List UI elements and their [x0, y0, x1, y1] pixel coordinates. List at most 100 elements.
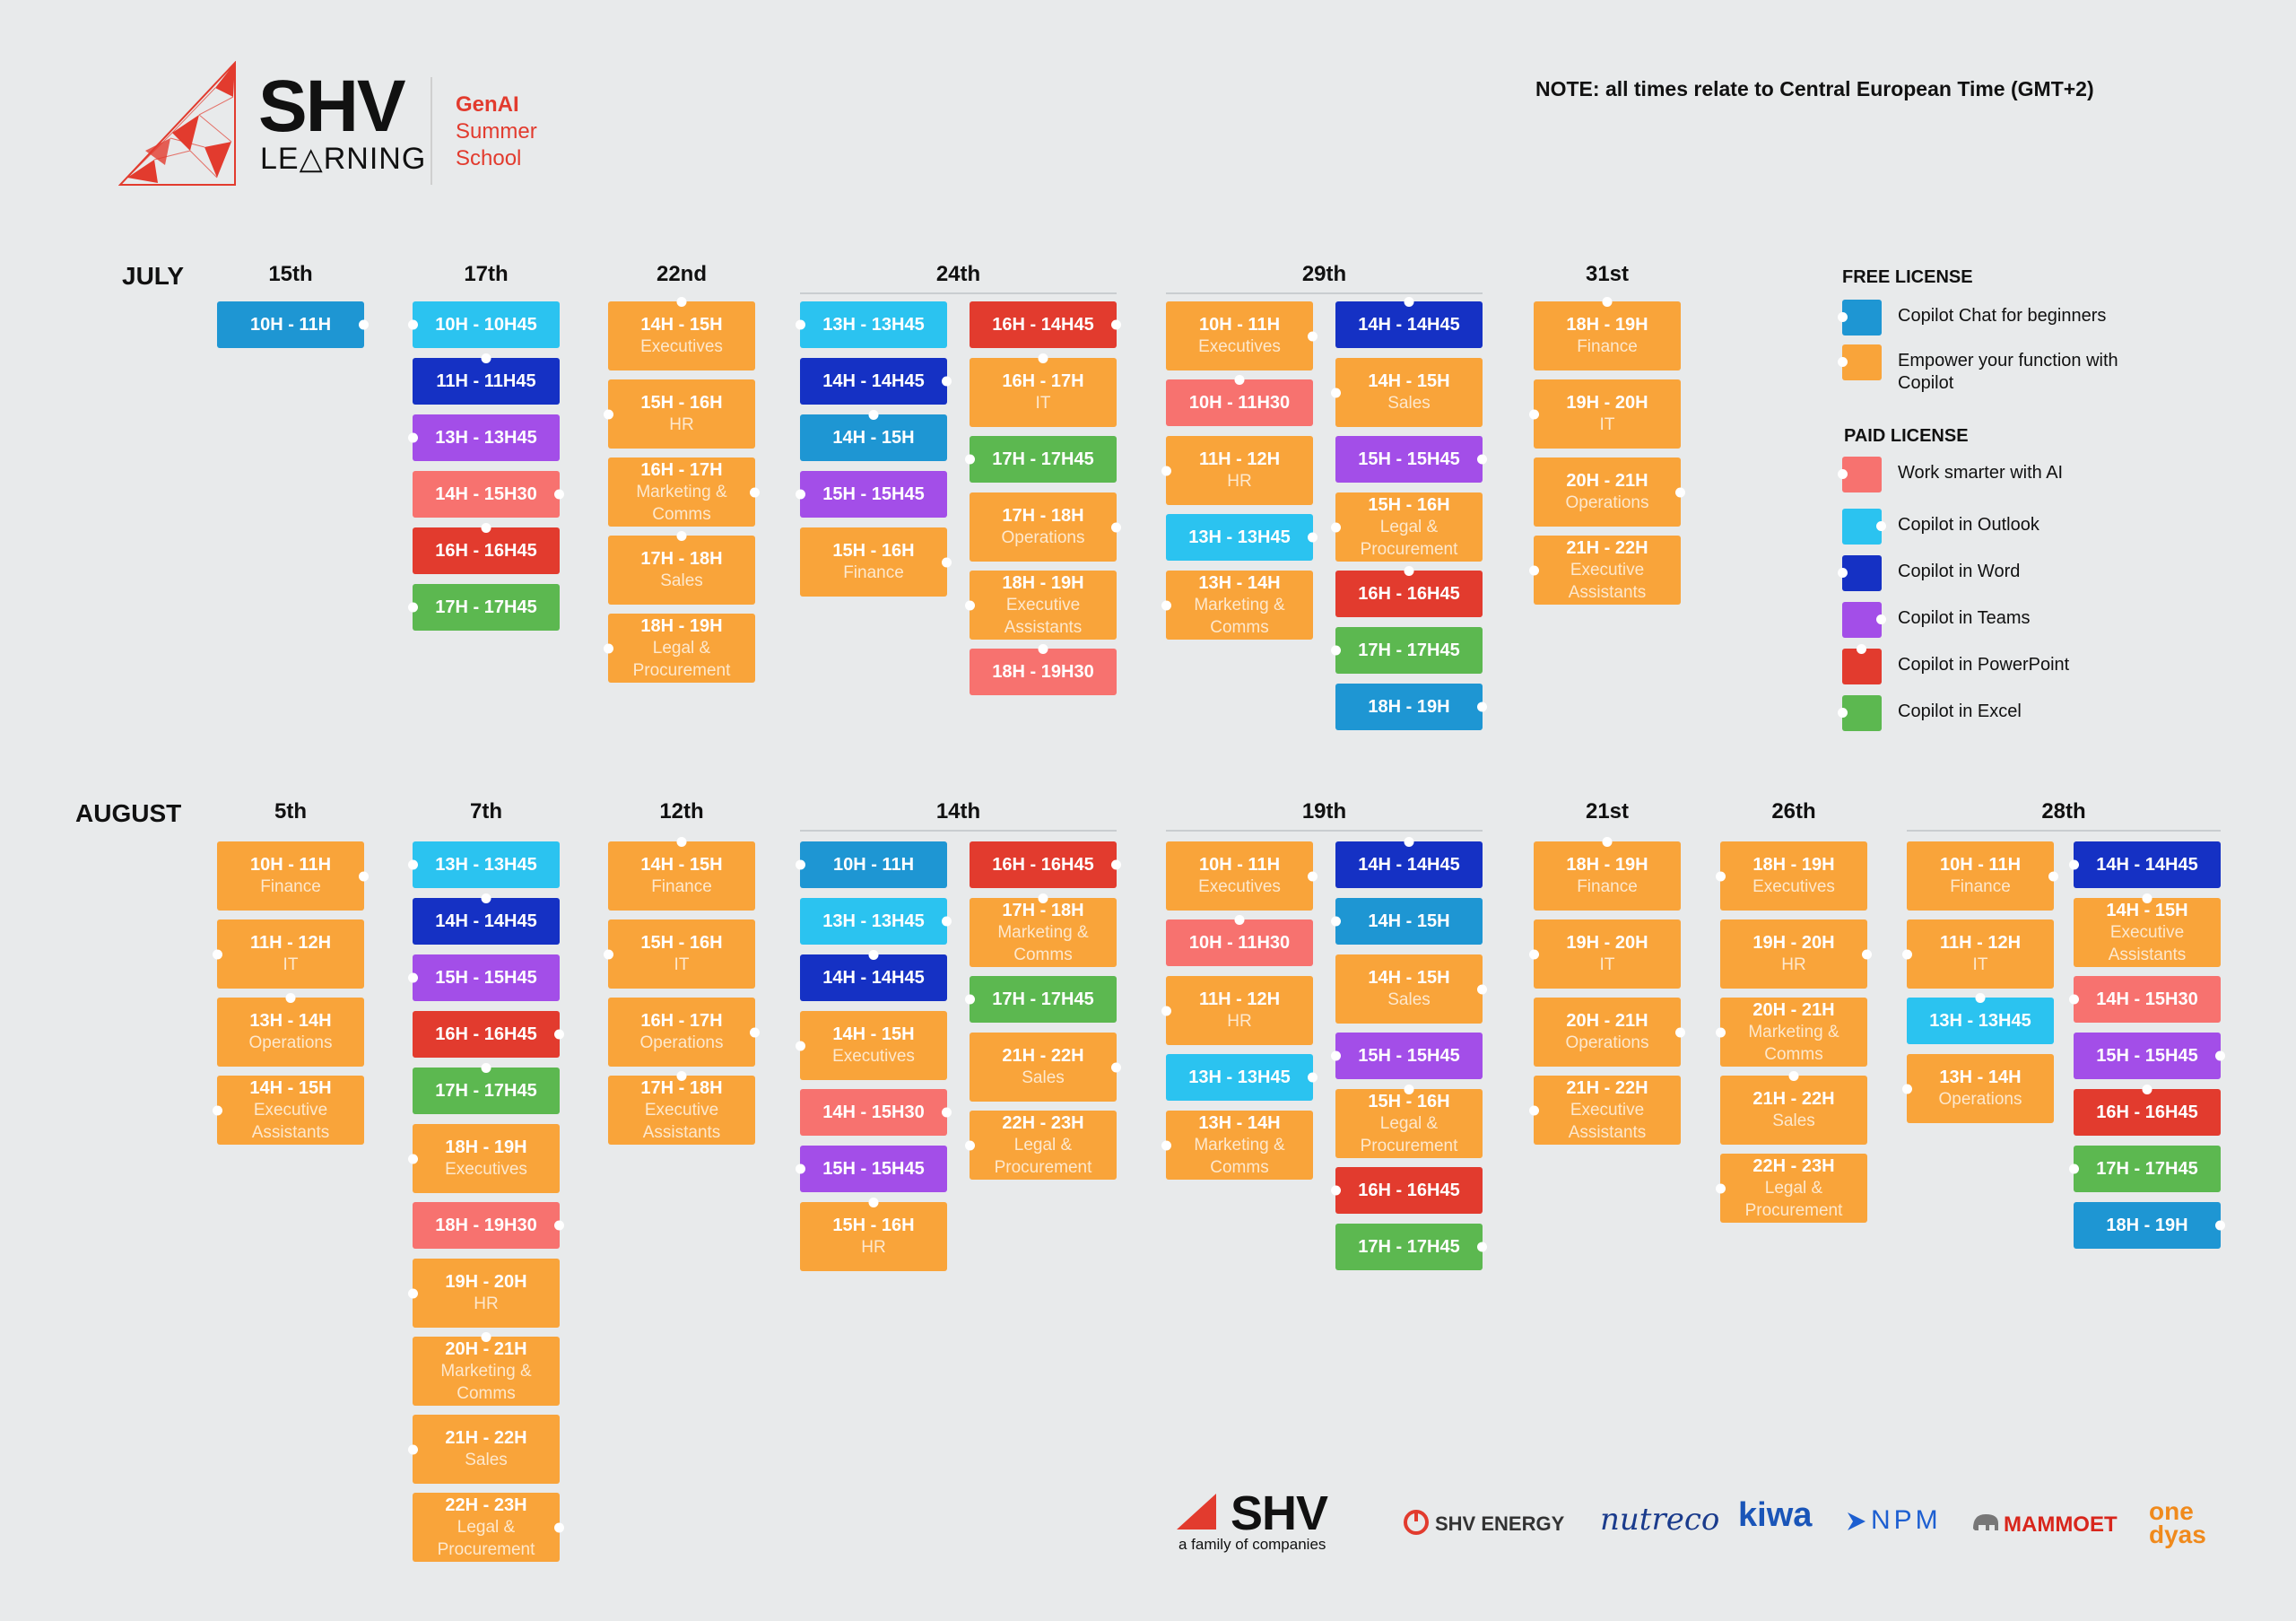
- session-card[interactable]: 14H - 15H Executives: [796, 1011, 947, 1080]
- session-card[interactable]: 21H - 22H Sales: [1720, 1071, 1867, 1145]
- session-card[interactable]: 17H - 17H45: [408, 584, 560, 631]
- session-card[interactable]: 14H - 15H: [800, 410, 947, 461]
- session-card[interactable]: 14H - 15H30: [2069, 976, 2221, 1023]
- session-card[interactable]: 14H - 14H45: [413, 893, 560, 945]
- session-card[interactable]: 11H - 12H IT: [1902, 919, 2054, 989]
- session-card[interactable]: 10H - 11H Executives: [1166, 841, 1318, 911]
- session-card[interactable]: 15H - 16H Legal & Procurement: [1335, 1085, 1483, 1158]
- session-card[interactable]: 16H - 16H45: [1335, 566, 1483, 617]
- session-card[interactable]: 15H - 16H HR: [800, 1198, 947, 1271]
- session-card[interactable]: 18H - 19H Finance: [1534, 837, 1681, 911]
- session-card[interactable]: 13H - 13H45: [796, 301, 947, 348]
- session-card[interactable]: 14H - 15H: [1331, 898, 1483, 945]
- session-card[interactable]: 15H - 16H IT: [604, 919, 755, 989]
- session-card[interactable]: 22H - 23H Legal & Procurement: [965, 1111, 1117, 1180]
- session-card[interactable]: 18H - 19H: [1335, 684, 1487, 730]
- session-card[interactable]: 15H - 15H45: [796, 471, 947, 518]
- session-card[interactable]: 14H - 14H45: [1335, 837, 1483, 888]
- session-card[interactable]: 14H - 15H Sales: [1335, 954, 1487, 1024]
- session-card[interactable]: 19H - 20H IT: [1529, 379, 1681, 449]
- session-card[interactable]: 18H - 19H30: [413, 1202, 564, 1249]
- session-card[interactable]: 16H - 16H45: [413, 523, 560, 574]
- session-card[interactable]: 14H - 15H Executive Assistants: [213, 1076, 364, 1145]
- session-card[interactable]: 19H - 20H IT: [1529, 919, 1681, 989]
- session-card[interactable]: 22H - 23H Legal & Procurement: [1716, 1154, 1867, 1223]
- session-card[interactable]: 15H - 15H45: [1331, 1033, 1483, 1079]
- session-card[interactable]: 17H - 17H45: [2069, 1146, 2221, 1192]
- session-card[interactable]: 13H - 14H Marketing & Comms: [1161, 1111, 1313, 1180]
- session-card[interactable]: 13H - 14H Operations: [1902, 1054, 2054, 1123]
- session-card[interactable]: 14H - 14H45: [2069, 841, 2221, 888]
- session-card[interactable]: 21H - 22H Sales: [970, 1033, 1121, 1102]
- session-card[interactable]: 17H - 18H Marketing & Comms: [970, 893, 1117, 967]
- session-card[interactable]: 21H - 22H Sales: [408, 1415, 560, 1484]
- session-card[interactable]: 10H - 11H30: [1166, 375, 1313, 426]
- session-card[interactable]: 17H - 17H45: [1331, 627, 1483, 674]
- session-card[interactable]: 17H - 18H Sales: [608, 531, 755, 605]
- session-card[interactable]: 16H - 14H45: [970, 301, 1121, 348]
- session-card[interactable]: 14H - 14H45: [800, 358, 952, 405]
- session-card[interactable]: 19H - 20H HR: [1720, 919, 1872, 989]
- session-card[interactable]: 10H - 11H Executives: [1166, 301, 1318, 370]
- session-card[interactable]: 15H - 16H HR: [604, 379, 755, 449]
- session-card[interactable]: 15H - 16H Finance: [800, 527, 952, 597]
- session-card[interactable]: 18H - 19H Finance: [1534, 297, 1681, 370]
- session-card[interactable]: 13H - 13H45: [1166, 1054, 1318, 1101]
- session-card[interactable]: 17H - 17H45: [1335, 1224, 1487, 1270]
- session-card[interactable]: 18H - 19H30: [970, 644, 1117, 695]
- session-card[interactable]: 13H - 13H45: [408, 841, 560, 888]
- session-card[interactable]: 15H - 15H45: [408, 954, 560, 1001]
- session-card[interactable]: 17H - 17H45: [965, 976, 1117, 1023]
- session-card[interactable]: 11H - 12H HR: [1161, 436, 1313, 505]
- session-card[interactable]: 14H - 15H Sales: [1331, 358, 1483, 427]
- session-card[interactable]: 20H - 21H Marketing & Comms: [1716, 998, 1867, 1067]
- session-card[interactable]: 15H - 15H45: [1335, 436, 1487, 483]
- session-card[interactable]: 10H - 10H45: [408, 301, 560, 348]
- session-card[interactable]: 10H - 11H: [217, 301, 369, 348]
- session-card[interactable]: 21H - 22H Executive Assistants: [1529, 1076, 1681, 1145]
- session-card[interactable]: 11H - 11H45: [413, 353, 560, 405]
- session-card[interactable]: 18H - 19H: [2074, 1202, 2225, 1249]
- session-card[interactable]: 14H - 14H45: [800, 950, 947, 1001]
- session-card[interactable]: 16H - 17H IT: [970, 353, 1117, 427]
- session-card[interactable]: 16H - 16H45: [413, 1011, 564, 1058]
- session-card[interactable]: 16H - 17H Marketing & Comms: [608, 458, 760, 527]
- session-card[interactable]: 13H - 13H45: [408, 414, 560, 461]
- session-card[interactable]: 11H - 12H HR: [1161, 976, 1313, 1045]
- session-card[interactable]: 13H - 13H45: [1166, 514, 1318, 561]
- session-card[interactable]: 18H - 19H Legal & Procurement: [604, 614, 755, 683]
- session-card[interactable]: 13H - 13H45: [800, 898, 952, 945]
- session-card[interactable]: 13H - 13H45: [1907, 993, 2054, 1044]
- session-card[interactable]: 14H - 14H45: [1335, 297, 1483, 348]
- session-card[interactable]: 10H - 11H Finance: [1907, 841, 2058, 911]
- session-card[interactable]: 14H - 15H Executive Assistants: [2074, 893, 2221, 967]
- session-card[interactable]: 10H - 11H Finance: [217, 841, 369, 911]
- session-card[interactable]: 20H - 21H Marketing & Comms: [413, 1332, 560, 1406]
- session-card[interactable]: 10H - 11H30: [1166, 915, 1313, 966]
- session-card[interactable]: 16H - 16H45: [2074, 1085, 2221, 1136]
- session-card[interactable]: 16H - 16H45: [970, 841, 1121, 888]
- session-card[interactable]: 14H - 15H Executives: [608, 297, 755, 370]
- session-card[interactable]: 20H - 21H Operations: [1534, 998, 1685, 1067]
- session-card[interactable]: 20H - 21H Operations: [1534, 458, 1685, 527]
- session-card[interactable]: 18H - 19H Executive Assistants: [965, 571, 1117, 640]
- session-card[interactable]: 17H - 17H45: [965, 436, 1117, 483]
- session-card[interactable]: 10H - 11H: [796, 841, 947, 888]
- session-card[interactable]: 18H - 19H Executives: [408, 1124, 560, 1193]
- session-card[interactable]: 13H - 14H Marketing & Comms: [1161, 571, 1313, 640]
- session-card[interactable]: 21H - 22H Executive Assistants: [1529, 536, 1681, 605]
- session-card[interactable]: 16H - 17H Operations: [608, 998, 760, 1067]
- session-card[interactable]: 15H - 15H45: [796, 1146, 947, 1192]
- session-card[interactable]: 15H - 16H Legal & Procurement: [1331, 492, 1483, 562]
- session-card[interactable]: 14H - 15H Finance: [608, 837, 755, 911]
- session-card[interactable]: 11H - 12H IT: [213, 919, 364, 989]
- session-card[interactable]: 13H - 14H Operations: [217, 993, 364, 1067]
- session-card[interactable]: 22H - 23H Legal & Procurement: [413, 1493, 564, 1562]
- session-card[interactable]: 17H - 17H45: [413, 1063, 560, 1114]
- session-card[interactable]: 17H - 18H Operations: [970, 492, 1121, 562]
- session-card[interactable]: 17H - 18H Executive Assistants: [608, 1071, 755, 1145]
- session-card[interactable]: 14H - 15H30: [413, 471, 564, 518]
- session-card[interactable]: 19H - 20H HR: [408, 1259, 560, 1328]
- session-card[interactable]: 14H - 15H30: [800, 1089, 952, 1136]
- session-card[interactable]: 15H - 15H45: [2074, 1033, 2225, 1079]
